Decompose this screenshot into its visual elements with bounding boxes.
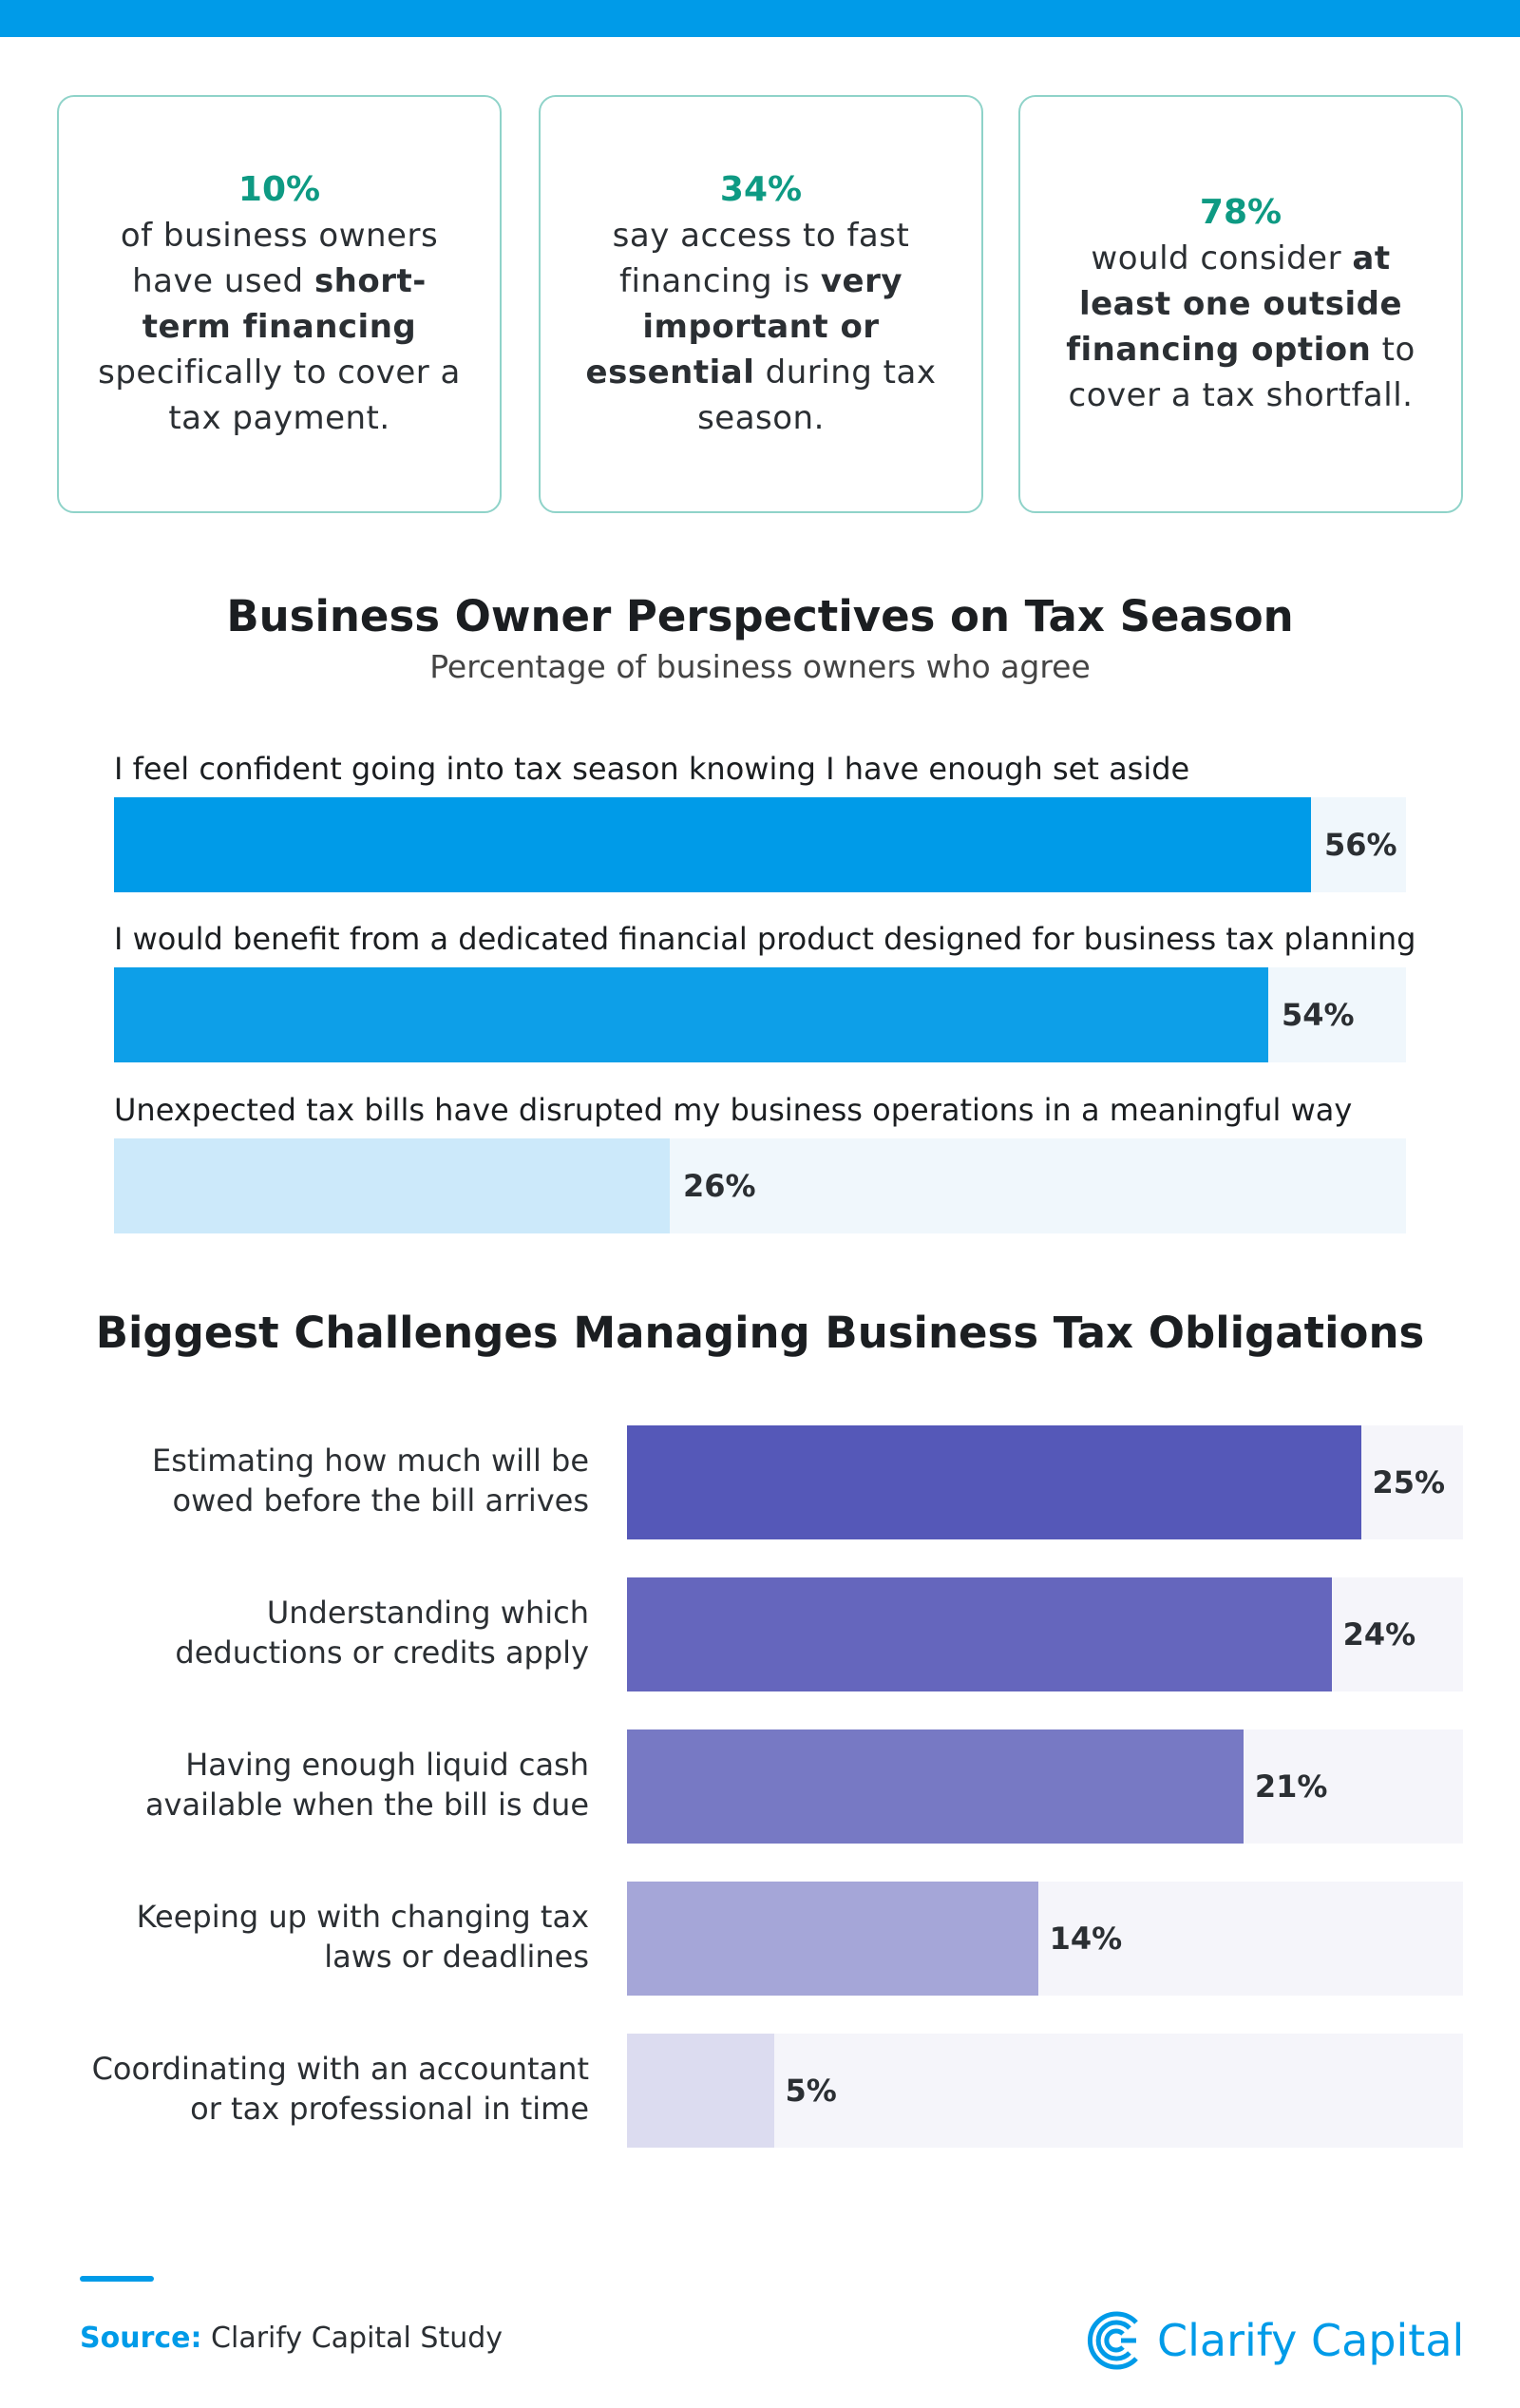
stat-text: say access to fast financing is (612, 217, 910, 300)
stat-emphasis: very important or essential (585, 262, 903, 392)
bar-value-label: 14% (1049, 1921, 1123, 1957)
stat-value: 10% (238, 170, 321, 209)
bar-value-label: 54% (1282, 997, 1355, 1033)
label-line: Keeping up with changing tax (136, 1899, 589, 1935)
bar-track: 21% (627, 1730, 1463, 1844)
stat-card: 10% of business owners have used short-te… (57, 95, 502, 513)
bar-category-label: Having enough liquid cash available when … (57, 1745, 589, 1825)
bar-track: 54% (114, 967, 1406, 1062)
label-line: owed before the bill arrives (172, 1482, 589, 1519)
label-line: available when the bill is due (144, 1787, 589, 1823)
logo-text: Clarify Capital (1157, 2315, 1465, 2366)
bar-value-label: 56% (1324, 827, 1397, 863)
source-note: Source: Clarify Capital Study (80, 2322, 503, 2355)
bar-category-label: Understanding which deductions or credits… (57, 1593, 589, 1672)
stat-value: 34% (719, 170, 803, 209)
bar-track: 24% (627, 1577, 1463, 1691)
bar-value-label: 25% (1372, 1464, 1446, 1500)
stat-card: 78% would consider at least one outside f… (1018, 95, 1463, 513)
source-divider (80, 2276, 154, 2282)
bar (114, 797, 1311, 892)
stat-text: of business owners have used (120, 217, 439, 300)
label-line: deductions or credits apply (175, 1634, 589, 1671)
stat-value: 78% (1199, 193, 1282, 232)
label-line: Estimating how much will be (151, 1443, 589, 1479)
bar-value-label: 5% (785, 2073, 837, 2109)
stat-emphasis: short-term financing (142, 262, 427, 346)
stat-description: of business owners have used short-term … (59, 213, 500, 441)
bar-track: 5% (627, 2034, 1463, 2148)
bar (627, 2034, 774, 2148)
bar-category-label: Estimating how much will be owed before t… (57, 1441, 589, 1520)
bar-track: 25% (627, 1425, 1463, 1539)
bar-category-label: I feel confident going into tax season k… (114, 751, 1190, 787)
stat-text: would consider (1091, 239, 1353, 277)
bar (627, 1577, 1332, 1691)
label-line: laws or deadlines (324, 1939, 589, 1975)
source-label: Source: (80, 2322, 202, 2355)
stat-emphasis: at least one outside financing option (1066, 239, 1403, 369)
clarify-logo-icon (1088, 2311, 1138, 2370)
source-text: Clarify Capital Study (201, 2322, 504, 2355)
label-line: or tax professional in time (190, 2091, 589, 2127)
stat-text: to cover a tax shortfall. (1068, 331, 1416, 414)
label-line: Coordinating with an accountant (91, 2051, 589, 2087)
bar-category-label: Coordinating with an accountant or tax pr… (57, 2049, 589, 2129)
bar (114, 1138, 670, 1233)
top-banner (0, 0, 1520, 37)
stat-text: specifically to cover a tax payment. (98, 354, 461, 437)
label-line: Understanding which (266, 1595, 589, 1631)
clarify-capital-logo: Clarify Capital (1083, 2309, 1464, 2372)
stat-description: would consider at least one outside fina… (1020, 236, 1461, 418)
bar (627, 1730, 1244, 1844)
chart1-subtitle: Percentage of business owners who agree (429, 648, 1091, 685)
bar-category-label: Unexpected tax bills have disrupted my b… (114, 1092, 1353, 1128)
bar-category-label: I would benefit from a dedicated financi… (114, 921, 1416, 957)
bar-value-label: 21% (1254, 1768, 1328, 1805)
bar-value-label: 26% (683, 1168, 756, 1204)
stat-text: during tax season. (697, 354, 937, 437)
stat-card: 34% say access to fast financing is very … (539, 95, 983, 513)
bar-value-label: 24% (1342, 1616, 1416, 1653)
stat-description: say access to fast financing is very imp… (541, 213, 981, 441)
chart1-title: Business Owner Perspectives on Tax Seaso… (226, 591, 1294, 641)
label-line: Having enough liquid cash (185, 1747, 589, 1783)
bar (627, 1425, 1361, 1539)
bar (627, 1882, 1038, 1996)
bar (114, 967, 1268, 1062)
bar-track: 56% (114, 797, 1406, 892)
bar-track: 26% (114, 1138, 1406, 1233)
chart2-title: Biggest Challenges Managing Business Tax… (95, 1308, 1425, 1358)
bar-track: 14% (627, 1882, 1463, 1996)
bar-category-label: Keeping up with changing tax laws or dead… (57, 1897, 589, 1977)
